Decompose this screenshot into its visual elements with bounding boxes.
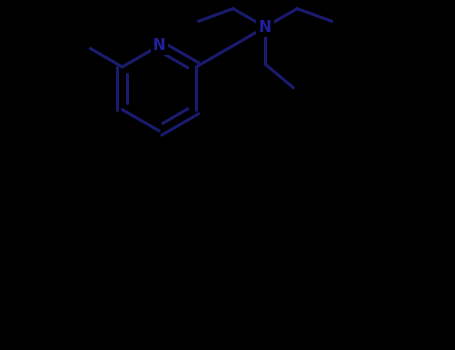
Text: N: N: [259, 20, 272, 35]
Text: N: N: [153, 38, 166, 53]
